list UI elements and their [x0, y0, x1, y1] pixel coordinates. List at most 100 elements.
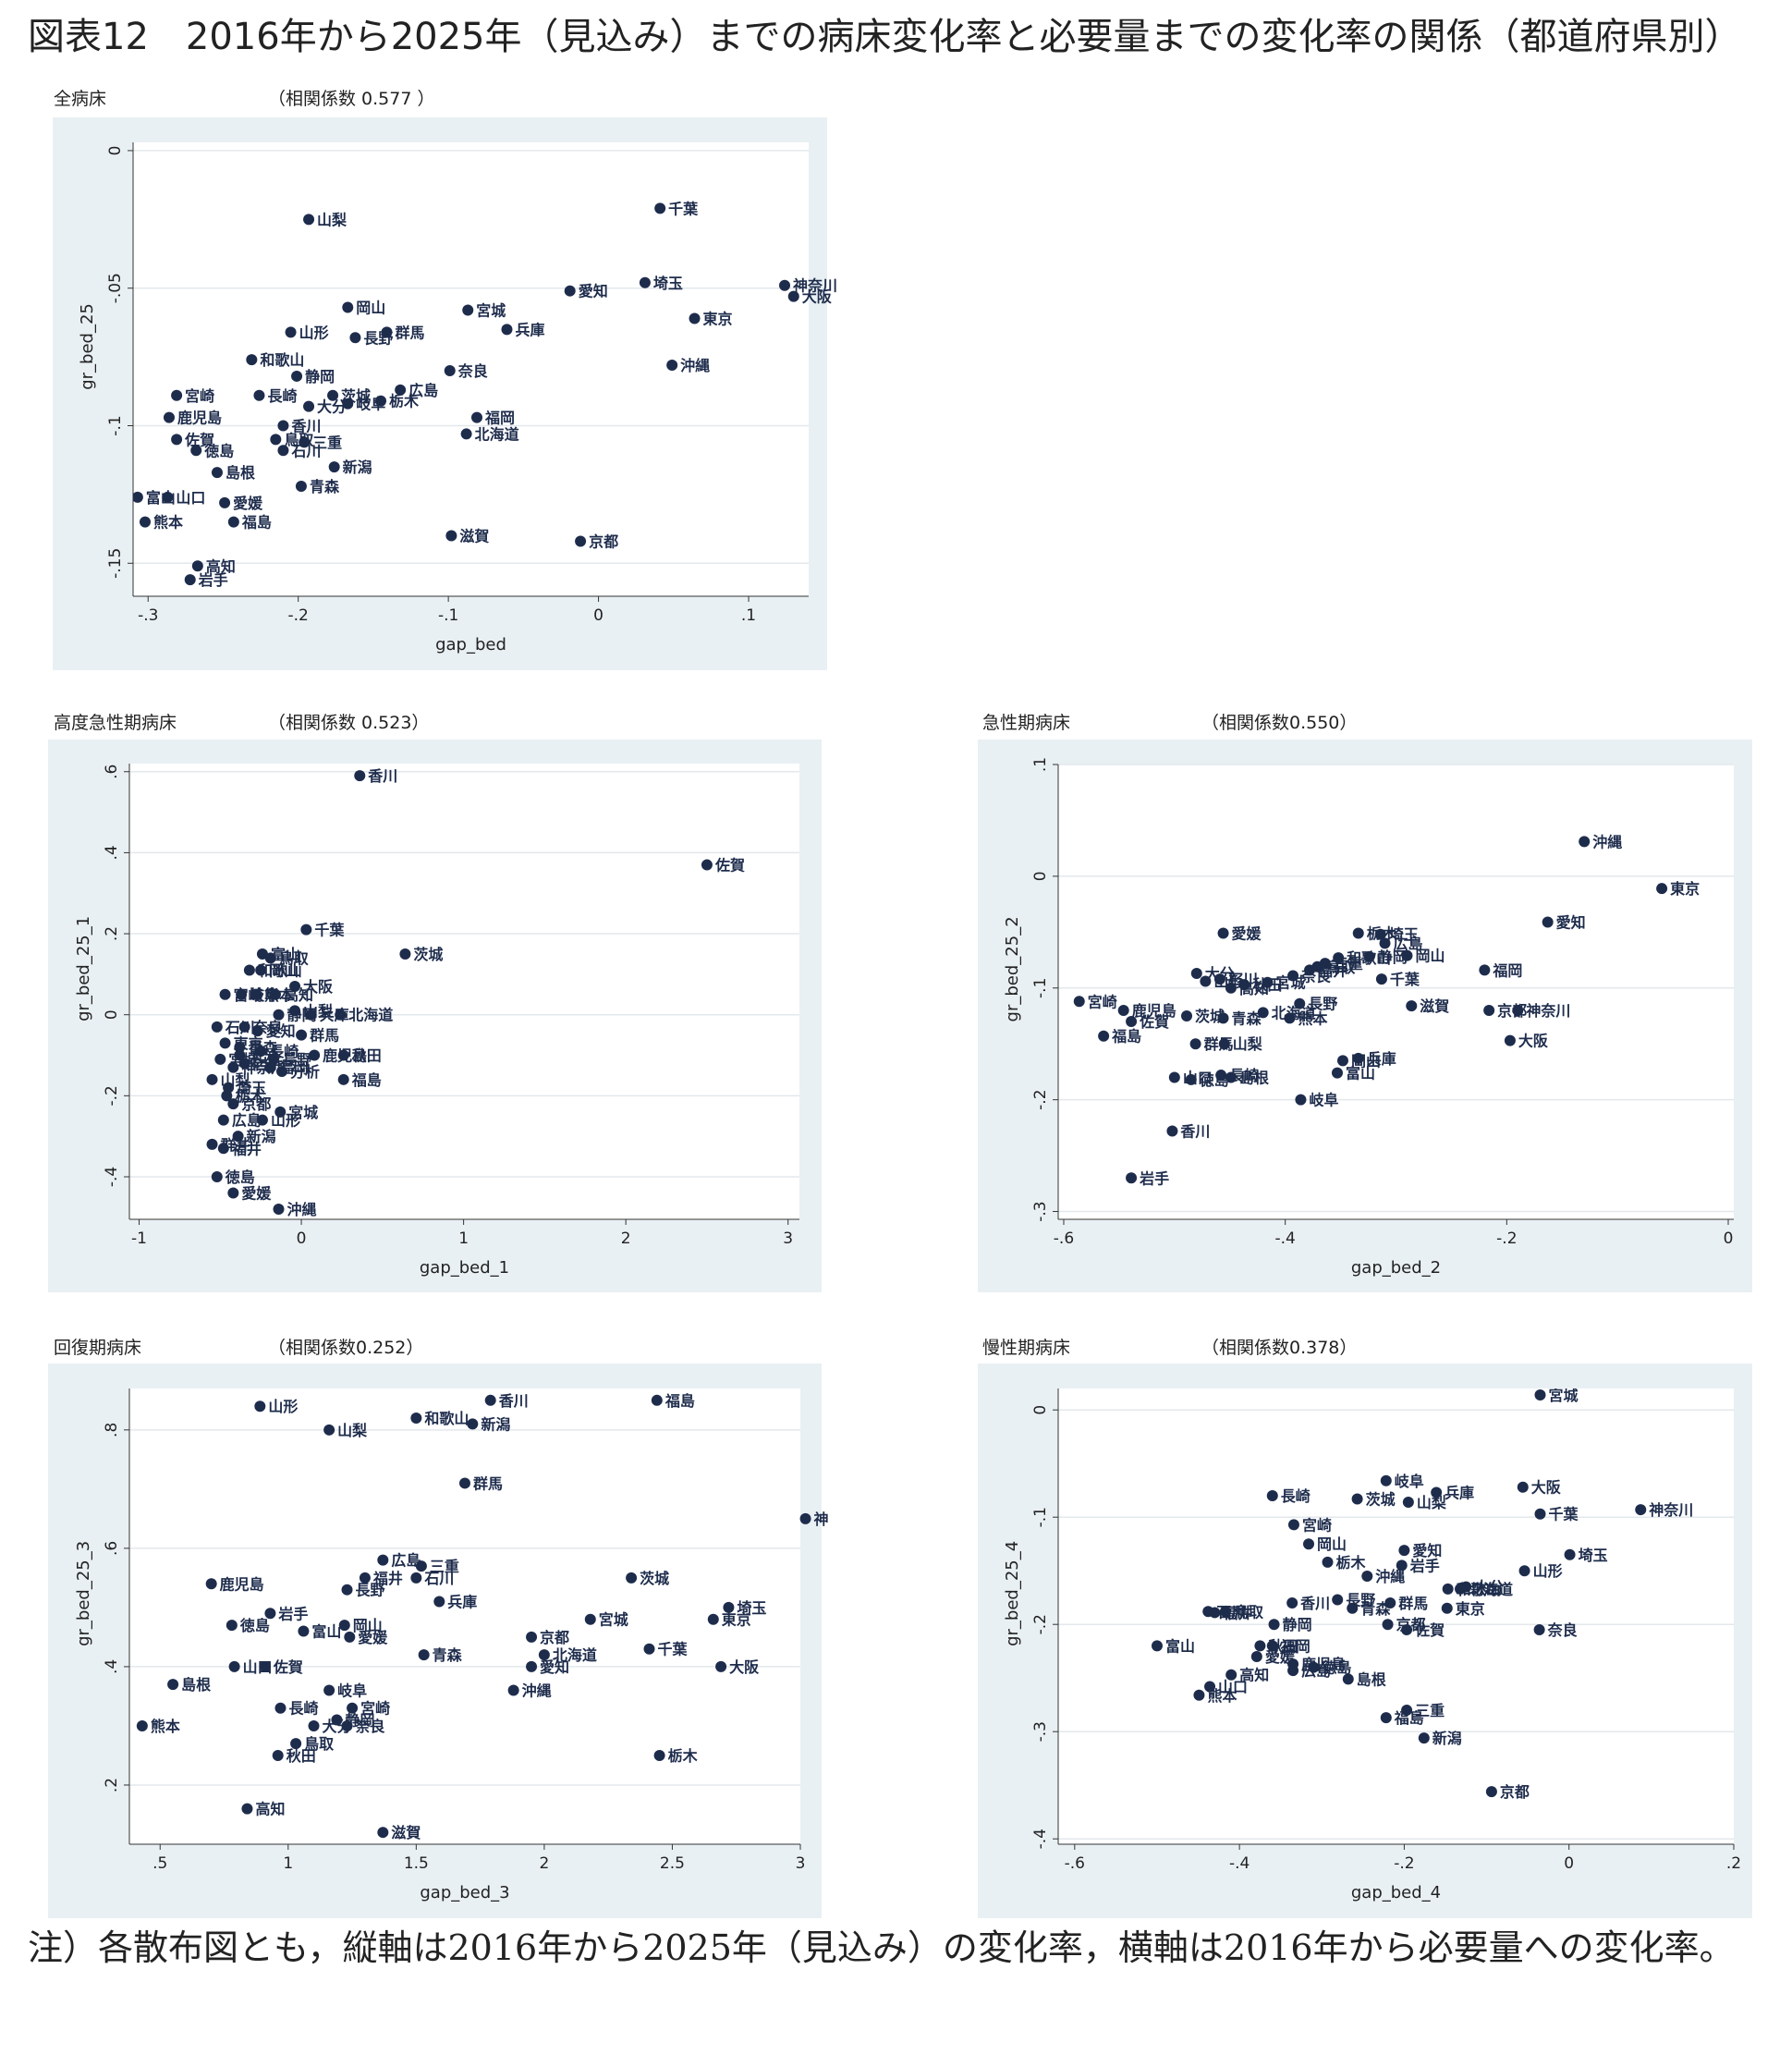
data-point-label: 青森 [1360, 1600, 1391, 1618]
data-point-label: 奈良 [457, 362, 488, 380]
data-point [342, 301, 354, 313]
data-point-label: 長野 [363, 329, 393, 347]
data-point [234, 1049, 246, 1061]
x-tick-label: -.4 [1229, 1854, 1250, 1873]
data-point [228, 1660, 240, 1672]
data-point [1204, 1681, 1216, 1693]
scatter-plot-recovery: .5 1 1.5 2 2.5 3 .8 .6 .4 .2 gap_bed_3 gr_bed_25_3 香… [74, 1388, 828, 1902]
data-point [1213, 973, 1225, 985]
data-point [584, 1613, 596, 1625]
data-point-label: 沖縄 [680, 357, 710, 374]
data-point [234, 1041, 246, 1053]
data-point-label: 愛知 [579, 283, 608, 300]
data-point [273, 1009, 285, 1021]
data-point [1442, 1583, 1454, 1595]
data-point [133, 491, 143, 503]
x-axis-title: gap_bed_4 [1351, 1883, 1441, 1902]
scatter-panel-all-beds: -.3 -.2 -.1 0 .1 0 -.05 -.1 -.15 gap_bed gr_bed_25… [53, 117, 836, 670]
data-point [1504, 1034, 1516, 1046]
data-point [399, 948, 411, 960]
data-point-label: 東京 [1670, 880, 1700, 898]
data-point-label: 山形 [299, 324, 329, 341]
data-point-label: 宮崎 [1088, 993, 1117, 1010]
x-tick-label: -.3 [138, 606, 158, 625]
data-point [1533, 1624, 1545, 1635]
y-tick-label: .6 [103, 1541, 121, 1556]
data-point [1564, 1548, 1576, 1560]
data-point-label: 大阪 [1518, 1033, 1549, 1050]
data-point-label: 鹿児島 [177, 410, 222, 427]
data-point [273, 1204, 285, 1216]
data-point [272, 1749, 284, 1761]
data-point [337, 1049, 349, 1061]
data-point-label: 岡山 [1415, 948, 1445, 965]
data-point [1098, 1030, 1110, 1042]
data-point [246, 354, 258, 366]
data-point-label: 滋賀 [1420, 997, 1449, 1015]
data-point-label: 福島 [1111, 1028, 1141, 1046]
y-tick-label: 0 [1031, 871, 1050, 881]
data-point [1347, 1602, 1359, 1614]
y-axis-title: gr_bed_25 [78, 303, 97, 390]
data-point-label: 岩手 [198, 571, 228, 589]
data-point-label: 奈良 [355, 1718, 385, 1735]
y-tick-label: -.15 [106, 548, 125, 579]
data-point-label: 高知 [206, 557, 236, 575]
data-point [1322, 1556, 1334, 1568]
data-point-label: 熊本 [153, 514, 183, 532]
y-tick-label: -.4 [1031, 1829, 1050, 1849]
data-point [291, 370, 303, 382]
data-point-label: 山梨 [317, 211, 347, 228]
y-tick-label: -.05 [106, 273, 125, 303]
data-point [1287, 1519, 1299, 1531]
data-point-label: 愛媛 [1232, 925, 1262, 943]
data-point-label: 東京 [1456, 1600, 1485, 1618]
data-point [1406, 1000, 1418, 1012]
panel-3-label: 急性期病床 [982, 713, 1071, 733]
data-point [219, 1037, 231, 1049]
data-point-label: 佐賀 [1414, 1621, 1445, 1639]
data-point [1262, 976, 1274, 988]
x-tick-label: -.6 [1054, 1229, 1074, 1248]
y-tick-label: -.1 [106, 415, 125, 435]
data-point [1303, 1538, 1315, 1550]
data-point [1374, 928, 1386, 940]
data-point-label: 宮崎 [185, 387, 214, 405]
data-point [1266, 1640, 1278, 1652]
data-point [1384, 1597, 1396, 1609]
data-point-label: 三重 [1334, 955, 1363, 972]
data-point [651, 1394, 663, 1406]
data-point [1193, 1689, 1205, 1701]
data-point [1308, 1661, 1320, 1673]
data-point-label: 鳥取 [279, 949, 309, 967]
data-point-label: 新潟 [481, 1415, 510, 1433]
data-point [328, 461, 340, 473]
data-point [327, 389, 339, 401]
data-point-label: 北海道 [1469, 1581, 1513, 1598]
data-point-label: 宮城 [1549, 1387, 1579, 1404]
x-tick-label: 3 [783, 1229, 793, 1248]
data-point [1431, 1486, 1443, 1498]
data-point-label: 島根 [1357, 1670, 1386, 1688]
data-point [335, 1009, 347, 1021]
data-point-label: 鳥取 [304, 1735, 334, 1753]
data-point-label: 新潟 [343, 459, 372, 476]
data-point [723, 1601, 735, 1613]
panel-2-label: 高度急性期病床 [54, 713, 177, 733]
data-point-label: 熊本 [1207, 1687, 1237, 1705]
data-point-label: 長崎 [1281, 1487, 1310, 1505]
x-axis-title: gap_bed_3 [420, 1883, 509, 1902]
data-point [1352, 927, 1364, 939]
data-point [1238, 979, 1250, 991]
data-point [564, 285, 576, 297]
data-point [238, 1058, 250, 1070]
x-tick-label: 0 [297, 1229, 307, 1248]
data-point [347, 1702, 359, 1714]
data-point [1284, 1012, 1296, 1024]
data-point-label: 高知 [1239, 980, 1269, 997]
data-point-label: 岡山 [1351, 1052, 1381, 1070]
data-point [1380, 1712, 1392, 1724]
data-point-label: 秋田 [286, 1747, 316, 1765]
data-point-label: 静岡 [1378, 948, 1408, 966]
data-point-label: 北海道 [475, 425, 519, 443]
